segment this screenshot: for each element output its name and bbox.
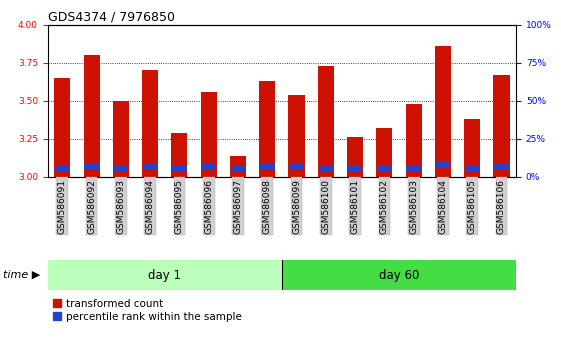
Text: GDS4374 / 7976850: GDS4374 / 7976850 bbox=[48, 11, 174, 24]
Bar bbox=[282, 260, 516, 290]
Bar bbox=[494, 75, 509, 177]
Bar bbox=[55, 165, 70, 171]
Bar bbox=[230, 156, 246, 177]
Bar bbox=[54, 78, 70, 177]
Bar bbox=[465, 166, 480, 172]
Bar bbox=[288, 95, 305, 177]
Text: day 60: day 60 bbox=[379, 269, 419, 282]
Text: time ▶: time ▶ bbox=[3, 269, 40, 279]
Bar bbox=[436, 162, 450, 168]
Text: GSM586104: GSM586104 bbox=[439, 179, 448, 234]
Text: GSM586094: GSM586094 bbox=[146, 179, 155, 234]
Bar bbox=[84, 163, 99, 170]
Text: GSM586100: GSM586100 bbox=[321, 179, 330, 234]
Bar bbox=[377, 166, 392, 172]
Bar bbox=[48, 260, 282, 290]
Bar bbox=[201, 163, 216, 170]
Bar bbox=[348, 166, 362, 172]
Text: GSM586105: GSM586105 bbox=[468, 179, 477, 234]
Bar bbox=[259, 81, 275, 177]
Bar bbox=[435, 46, 451, 177]
Text: GSM586098: GSM586098 bbox=[263, 179, 272, 234]
Bar bbox=[347, 137, 363, 177]
Text: GSM586091: GSM586091 bbox=[58, 179, 67, 234]
Bar bbox=[319, 165, 333, 171]
Bar bbox=[171, 133, 187, 177]
Text: GSM586101: GSM586101 bbox=[351, 179, 360, 234]
Text: GSM586093: GSM586093 bbox=[116, 179, 125, 234]
Text: GSM586092: GSM586092 bbox=[87, 179, 96, 234]
Text: GSM586103: GSM586103 bbox=[409, 179, 418, 234]
Legend: transformed count, percentile rank within the sample: transformed count, percentile rank withi… bbox=[53, 299, 242, 322]
Text: day 1: day 1 bbox=[148, 269, 181, 282]
Text: GSM586096: GSM586096 bbox=[204, 179, 213, 234]
Bar bbox=[231, 166, 245, 172]
Bar bbox=[172, 166, 187, 172]
Bar bbox=[318, 66, 334, 177]
Bar bbox=[201, 92, 217, 177]
Text: GSM586099: GSM586099 bbox=[292, 179, 301, 234]
Bar bbox=[406, 104, 422, 177]
Bar bbox=[494, 163, 509, 170]
Bar bbox=[142, 70, 158, 177]
Bar bbox=[143, 163, 158, 170]
Bar bbox=[84, 55, 100, 177]
Bar bbox=[289, 163, 304, 170]
Bar bbox=[113, 101, 129, 177]
Bar bbox=[464, 119, 480, 177]
Text: GSM586097: GSM586097 bbox=[233, 179, 242, 234]
Text: GSM586095: GSM586095 bbox=[175, 179, 184, 234]
Bar bbox=[376, 128, 393, 177]
Bar bbox=[114, 166, 128, 172]
Text: GSM586102: GSM586102 bbox=[380, 179, 389, 234]
Bar bbox=[260, 163, 274, 170]
Bar bbox=[406, 165, 421, 171]
Text: GSM586106: GSM586106 bbox=[497, 179, 506, 234]
